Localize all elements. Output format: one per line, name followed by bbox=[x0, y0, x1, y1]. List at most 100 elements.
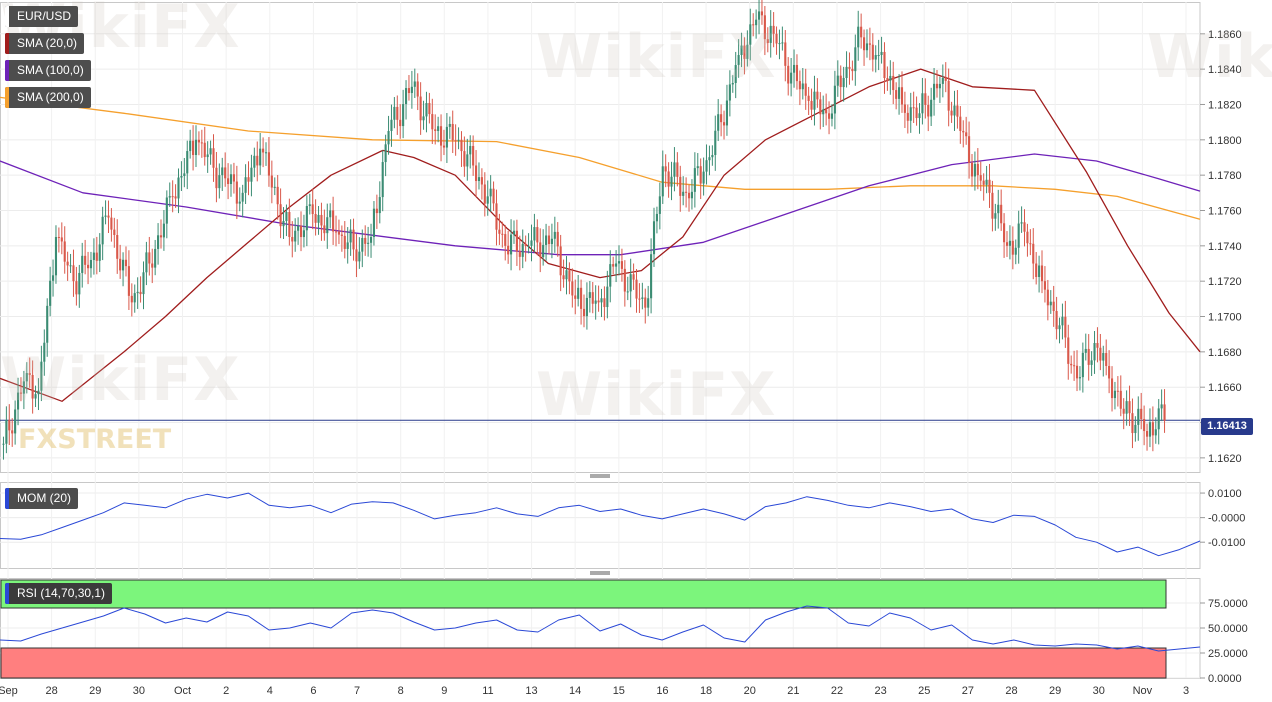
candle-body bbox=[95, 252, 98, 261]
candle-body bbox=[346, 242, 349, 249]
candle-body bbox=[1008, 240, 1011, 246]
candle-body bbox=[822, 109, 825, 115]
candle-body bbox=[1046, 289, 1049, 306]
sma200-label[interactable]: SMA (200,0) bbox=[5, 87, 91, 108]
candle-body bbox=[151, 263, 154, 268]
candle-body bbox=[145, 252, 148, 273]
y-tick-label: 1.1800 bbox=[1208, 135, 1242, 147]
x-tick-label: 30 bbox=[1093, 685, 1105, 697]
candle-body bbox=[749, 24, 752, 45]
candle-body bbox=[524, 243, 527, 246]
candle-body bbox=[883, 51, 886, 79]
y-tick-label: 75.0000 bbox=[1208, 598, 1248, 610]
candle-body bbox=[985, 179, 988, 185]
candle-body bbox=[311, 204, 314, 215]
candle-body bbox=[757, 11, 761, 20]
candle-body bbox=[425, 103, 428, 117]
x-tick-label: 25 bbox=[918, 685, 930, 697]
candle-body bbox=[148, 252, 151, 264]
candle-body bbox=[790, 72, 793, 84]
candle-body bbox=[792, 64, 796, 73]
y-tick-label: 1.1740 bbox=[1208, 241, 1242, 253]
candle-body bbox=[317, 214, 320, 223]
rsi-zones bbox=[0, 579, 1167, 679]
candle-body bbox=[600, 298, 603, 303]
candle-body bbox=[352, 229, 355, 250]
candle-body bbox=[1073, 365, 1076, 367]
candle-body bbox=[139, 291, 142, 295]
candle-body bbox=[900, 87, 904, 105]
sma20-label[interactable]: SMA (20,0) bbox=[5, 33, 85, 54]
y-tick-label: 1.1840 bbox=[1208, 64, 1242, 76]
candle-body bbox=[857, 26, 860, 48]
candle-body bbox=[227, 178, 230, 185]
candle-body bbox=[200, 142, 203, 144]
candle-body bbox=[953, 105, 956, 116]
candle-body bbox=[253, 155, 256, 168]
symbol-label[interactable]: EUR/USD bbox=[5, 6, 79, 27]
candle-body bbox=[101, 216, 104, 245]
candle-body bbox=[550, 238, 553, 245]
candle-body bbox=[264, 152, 268, 154]
candle-body bbox=[262, 148, 265, 153]
candle-body bbox=[194, 139, 198, 156]
candle-body bbox=[769, 25, 772, 43]
candle-body bbox=[241, 192, 244, 202]
candle-body bbox=[807, 95, 810, 101]
candle-body bbox=[644, 297, 647, 308]
candle-body bbox=[1160, 404, 1163, 409]
mom-label[interactable]: MOM (20) bbox=[5, 488, 78, 509]
candle-body bbox=[267, 152, 270, 176]
candle-body bbox=[422, 116, 425, 121]
candle-body bbox=[235, 181, 238, 204]
candle-body bbox=[515, 230, 518, 252]
candle-body bbox=[819, 99, 822, 115]
candle-body bbox=[486, 196, 489, 204]
candle-body bbox=[731, 82, 734, 85]
candle-body bbox=[1067, 337, 1070, 364]
candle-body bbox=[279, 204, 282, 227]
candle-body bbox=[1110, 378, 1114, 399]
x-tick-label: 2 bbox=[223, 685, 229, 697]
candle-body bbox=[568, 270, 571, 282]
candle-body bbox=[714, 130, 717, 156]
candle-body bbox=[390, 119, 393, 131]
x-tick-label: Nov bbox=[1133, 685, 1153, 697]
candle-body bbox=[947, 80, 950, 111]
candle-body bbox=[384, 144, 387, 163]
candle-body bbox=[2, 443, 5, 445]
candle-body bbox=[553, 231, 556, 239]
x-tick-label: 3 bbox=[1183, 685, 1189, 697]
momentum-line bbox=[0, 492, 1201, 557]
y-tick-label: 1.1760 bbox=[1208, 205, 1242, 217]
rsi-overbought-zone bbox=[0, 579, 1167, 609]
candle-body bbox=[667, 171, 670, 187]
candle-body bbox=[489, 188, 492, 197]
candle-body bbox=[588, 292, 591, 298]
candle-body bbox=[457, 139, 460, 141]
candle-body bbox=[119, 258, 122, 271]
x-tick-label: Oct bbox=[174, 685, 191, 697]
candle-body bbox=[994, 213, 997, 219]
rsi-label[interactable]: RSI (14,70,30,1) bbox=[5, 583, 113, 604]
candle-body bbox=[107, 215, 110, 218]
candle-body bbox=[492, 188, 495, 204]
candle-body bbox=[845, 66, 848, 78]
candle-body bbox=[130, 295, 133, 303]
candle-body bbox=[159, 235, 163, 238]
y-tick-label: 1.1660 bbox=[1208, 382, 1242, 394]
candle-body bbox=[221, 167, 224, 176]
candle-body bbox=[463, 151, 466, 167]
candle-body bbox=[909, 107, 912, 121]
candle-body bbox=[54, 237, 58, 276]
candle-body bbox=[854, 47, 857, 72]
candle-body bbox=[562, 275, 565, 280]
candle-body bbox=[11, 430, 14, 434]
sma100-label[interactable]: SMA (100,0) bbox=[5, 60, 91, 81]
candle-body bbox=[722, 122, 726, 126]
candle-body bbox=[157, 235, 160, 249]
candle-body bbox=[839, 75, 842, 88]
candle-body bbox=[1052, 301, 1055, 312]
candle-body bbox=[545, 235, 548, 245]
